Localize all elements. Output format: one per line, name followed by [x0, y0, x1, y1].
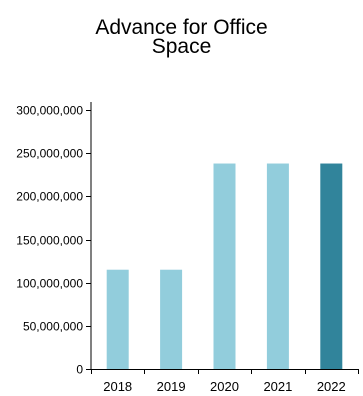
chart-title: Advance for Office Space	[0, 16, 363, 58]
chart-title-line-2: Space	[151, 35, 212, 58]
x-tick-label: 2018	[103, 379, 132, 394]
y-tick-label: 200,000,000	[16, 190, 83, 204]
y-tick-label: 0	[76, 363, 83, 377]
y-tick-label: 150,000,000	[16, 234, 83, 248]
bar-2018	[106, 269, 129, 369]
chart-title-line-1: Advance for Office	[95, 16, 268, 39]
bar-2021	[266, 163, 289, 369]
x-tick-label: 2019	[157, 379, 186, 394]
x-tick-label: 2021	[263, 379, 292, 394]
y-tick-label: 50,000,000	[23, 320, 83, 334]
x-tick-label: 2020	[210, 379, 239, 394]
y-tick-label: 300,000,000	[16, 104, 83, 118]
bar-2020	[213, 163, 236, 369]
bars	[106, 163, 343, 369]
y-axis: 0 50,000,000 100,000,000 150,000,000 200,000…	[16, 102, 92, 377]
bar-2019	[160, 269, 183, 369]
x-axis: 2018 2019 2020 2021 2022	[91, 369, 359, 394]
x-tick-label: 2022	[317, 379, 346, 394]
y-tick-label: 100,000,000	[16, 277, 83, 291]
y-tick-label: 250,000,000	[16, 147, 83, 161]
bar-2022	[320, 163, 343, 369]
